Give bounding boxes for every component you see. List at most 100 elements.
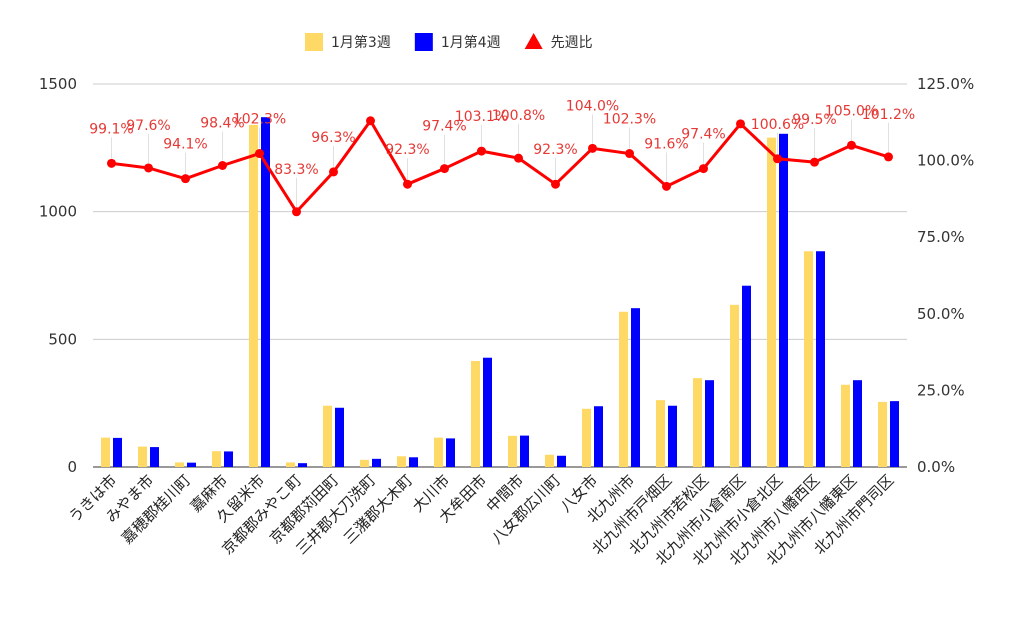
bar-week4	[298, 463, 307, 467]
bar-week3	[656, 400, 665, 467]
right-tick-label: 0.0%	[917, 458, 955, 476]
bar-week4	[594, 406, 603, 467]
bar-week3	[582, 408, 591, 467]
ratio-data-label: 102.3%	[233, 112, 286, 128]
left-axis: 0 500 1000 1500	[39, 75, 77, 476]
legend-label: 1月第4週	[441, 34, 501, 51]
bar-week3	[360, 459, 369, 467]
ratio-point	[625, 149, 634, 159]
ratio-data-label: 99.5%	[792, 112, 836, 128]
ratio-line-path	[111, 119, 889, 214]
ratio-point	[773, 154, 782, 164]
ratio-data-label: 97.4%	[681, 127, 725, 143]
bar-week4	[890, 401, 899, 467]
ratio-point	[366, 116, 375, 126]
ratio-data-label: 100.6%	[751, 117, 804, 133]
bar-week4	[705, 380, 714, 467]
bar-week3	[471, 361, 480, 467]
bar-week3	[138, 446, 147, 467]
ratio-data-label: 103.1%	[455, 109, 508, 125]
bar-week4	[187, 462, 196, 467]
bar-week3	[767, 137, 776, 467]
bar-week3	[212, 451, 221, 467]
bar-week4	[483, 357, 492, 467]
ratio-point	[514, 153, 523, 163]
bar-week3	[249, 124, 258, 467]
bar-week3	[175, 462, 184, 467]
ratio-point	[107, 158, 116, 168]
ratio-line	[107, 116, 893, 217]
bar-week4	[853, 380, 862, 467]
bar-week3	[101, 437, 110, 467]
ratio-data-label: 100.8%	[492, 108, 545, 124]
bar-week3	[323, 405, 332, 467]
bar-week3	[286, 462, 295, 467]
bar-week3	[804, 251, 813, 467]
right-tick-label: 100.0%	[917, 152, 974, 170]
ratio-point	[699, 164, 708, 174]
right-tick-label: 75.0%	[917, 228, 965, 246]
x-axis: うきは市みやま市嘉穂郡桂川町嘉麻市久留米市京都郡みやこ町京都郡苅田町三井郡大刀洗…	[65, 471, 897, 569]
legend-swatch	[414, 33, 433, 51]
bar-week4	[779, 133, 788, 468]
bar-week4	[520, 435, 529, 467]
ratio-point	[736, 119, 745, 129]
ratio-point	[255, 149, 264, 159]
left-tick-label: 0	[67, 458, 77, 476]
ratio-point	[551, 179, 560, 189]
ratio-data-label: 91.6%	[644, 136, 688, 152]
legend-label: 先週比	[551, 35, 593, 51]
bar-week4	[742, 285, 751, 467]
ratio-data-labels: 99.1%97.6%94.1%98.4%102.3%83.3%96.3%92.3…	[89, 98, 915, 207]
bar-week3	[693, 378, 702, 467]
ratio-point	[440, 164, 449, 174]
ratio-data-label: 92.3%	[533, 142, 577, 158]
bar-week4	[816, 251, 825, 467]
bar-week4	[446, 438, 455, 467]
ratio-data-label: 83.3%	[274, 162, 318, 178]
bar-week4	[150, 447, 159, 467]
ratio-data-label: 92.3%	[385, 142, 429, 158]
ratio-data-label: 98.4%	[200, 116, 244, 132]
ratio-point	[181, 174, 190, 184]
bar-week4	[224, 451, 233, 467]
ratio-data-label: 99.1%	[89, 121, 133, 137]
ratio-data-label: 96.3%	[311, 130, 355, 146]
right-axis: 0.0% 25.0% 50.0% 75.0% 100.0% 125.0%	[917, 75, 974, 476]
bar-week3	[619, 311, 628, 467]
ratio-point	[477, 146, 486, 156]
legend-swatch	[305, 33, 323, 51]
ratio-data-label: 97.6%	[126, 118, 170, 134]
bars	[101, 117, 899, 468]
legend: 1月第3週 1月第4週 先週比	[305, 33, 593, 51]
ratio-point	[144, 163, 153, 173]
ratio-point	[847, 140, 856, 150]
bar-week3	[878, 401, 887, 467]
bar-week3	[545, 454, 554, 467]
bar-week3	[434, 437, 443, 467]
ratio-point	[588, 143, 597, 153]
ratio-data-label: 94.1%	[163, 137, 207, 153]
ratio-data-label: 104.0%	[566, 98, 619, 114]
left-tick-label: 1000	[39, 203, 77, 221]
left-tick-label: 500	[48, 330, 77, 348]
left-tick-label: 1500	[39, 75, 77, 93]
ratio-point	[662, 181, 671, 191]
ratio-data-label: 101.2%	[862, 107, 915, 123]
bar-week4	[261, 117, 270, 468]
bar-week4	[668, 405, 677, 467]
legend-triangle-icon	[524, 33, 543, 49]
bar-week4	[113, 437, 122, 467]
bar-week4	[409, 457, 418, 467]
ratio-point	[292, 207, 301, 217]
legend-label: 1月第3週	[331, 34, 391, 51]
ratio-point	[218, 161, 227, 171]
ratio-point	[884, 152, 893, 162]
right-tick-label: 25.0%	[917, 381, 965, 399]
ratio-data-label: 102.3%	[603, 112, 656, 128]
ratio-point	[329, 167, 338, 177]
bar-week4	[335, 407, 344, 467]
bar-week4	[557, 455, 566, 467]
